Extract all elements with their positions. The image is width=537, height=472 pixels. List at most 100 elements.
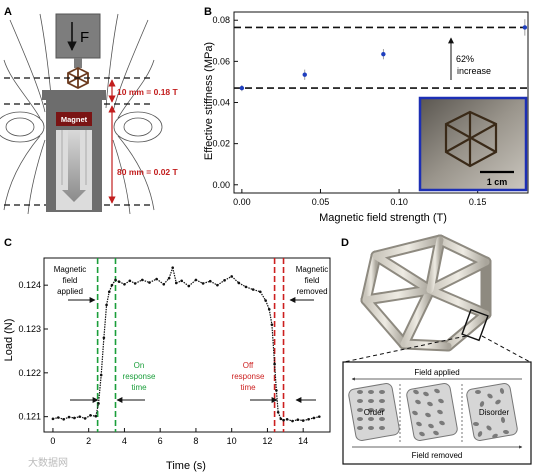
chart-b-point (381, 51, 386, 57)
chart-b-ytick-label: 0.02 (212, 139, 230, 149)
particle-dot (425, 412, 431, 418)
chart-c-segment (195, 279, 204, 284)
particle-dot (477, 431, 483, 437)
chart-c-segment (168, 267, 174, 279)
particle-dot (379, 417, 385, 421)
chart-b-ytick-label: 0.06 (212, 56, 230, 66)
chart-c-segment (271, 324, 276, 365)
particle-dot (379, 399, 385, 403)
scale-bar-label: 1 cm (487, 177, 508, 187)
applied-annotation: Magnetic field applied (54, 265, 96, 303)
particle-dot (357, 426, 363, 430)
particle-dot (368, 390, 374, 394)
chart-c-segment (79, 416, 86, 419)
applied-line-1: Magnetic (54, 265, 86, 274)
particle-dots (357, 388, 509, 439)
particle-dot (357, 408, 363, 412)
chart-c-segment (129, 280, 136, 284)
chart-b-xtick-label: 0.00 (233, 197, 251, 207)
particle-dot (428, 423, 434, 429)
particle-dot (415, 399, 421, 405)
chart-c-segment (259, 291, 267, 301)
panel-c: C Load (N) Time (s) 0 2 4 6 8 10 12 14 0.121 0.12… (3, 237, 331, 472)
chart-b-xtick-label: 0.10 (390, 197, 408, 207)
actuator-stem (74, 58, 82, 68)
chart-c-segment (134, 279, 143, 284)
increase-word: increase (457, 66, 491, 76)
chart-c-segment (308, 417, 315, 420)
chart-c-segment (181, 280, 190, 287)
chart-c-segment (100, 337, 105, 376)
on-response-annotation: On response time (70, 361, 156, 403)
chart-c-segment (172, 267, 177, 284)
chart-c-ytick-label: 0.124 (18, 280, 41, 290)
chart-b-xtick-label: 0.15 (469, 197, 487, 207)
cylinder-disorder-icon (466, 383, 518, 441)
chart-c-segment (313, 416, 320, 419)
particle-dot (379, 408, 385, 412)
particle-dot (357, 390, 363, 394)
magnet-label: Magnet (61, 115, 88, 124)
particle-dot (486, 425, 492, 431)
order-label: Order (364, 408, 385, 417)
chart-c-xtick-label: 0 (50, 436, 55, 446)
panel-c-letter: C (4, 237, 12, 249)
particle-dot (357, 399, 363, 403)
panel-d-letter: D (341, 237, 349, 249)
particle-dot (492, 433, 498, 439)
particle-dot (416, 421, 422, 427)
particle-dot (473, 421, 479, 427)
chart-c-segment (95, 403, 100, 417)
field-applied-label: Field applied (414, 368, 459, 377)
dist-near-label: 10 mm = 0.18 T (117, 87, 179, 97)
particle-dot (500, 417, 506, 423)
chart-c-segment (297, 419, 304, 422)
particle-dot (412, 410, 418, 416)
chart-c-segment (97, 374, 102, 404)
chart-c-ytick-label: 0.122 (18, 368, 41, 378)
chart-b-ticks: 0.00 0.05 0.10 0.15 0.00 0.02 0.04 0.06 0.08 (212, 15, 486, 207)
particle-dot (479, 401, 485, 407)
panel-d: D (341, 234, 532, 465)
photo-lattice-icon (444, 110, 498, 168)
off-line-3: time (240, 383, 256, 392)
particle-dot (419, 431, 425, 437)
chart-c-segment (286, 418, 293, 422)
particle-dot (475, 390, 481, 394)
particle-dot (368, 408, 374, 412)
particle-dot (413, 389, 419, 395)
chart-c-segment (238, 282, 247, 288)
particle-dot (437, 409, 443, 415)
removed-line-2: field (305, 276, 320, 285)
particle-dot (357, 417, 363, 421)
chart-c-xtick-label: 2 (86, 436, 91, 446)
off-response-annotation: Off response time (232, 361, 316, 403)
chart-c-xtick-label: 12 (262, 436, 272, 446)
removed-line-1: Magnetic (296, 265, 328, 274)
field-decay-arrow-icon (61, 130, 87, 202)
chart-c-segment (90, 414, 96, 417)
chart-b-xlabel: Magnetic field strength (T) (319, 212, 447, 224)
chart-c-xtick-label: 14 (298, 436, 308, 446)
chart-b-xtick-label: 0.05 (312, 197, 330, 207)
panel-b: B Effective stiffness (MPa) Magnetic fie… (203, 6, 529, 224)
chart-c-segment (280, 418, 284, 421)
chart-c-segment (217, 279, 225, 286)
field-removed-label: Field removed (412, 451, 463, 460)
zoom-box (461, 308, 489, 342)
chart-c-segment (277, 412, 282, 420)
cylinder-mixed-icon (406, 383, 458, 441)
chart-b-ytick-label: 0.00 (212, 180, 230, 190)
chart-c-segment (209, 280, 218, 286)
chart-c-segment (156, 278, 165, 285)
chart-c-xtick-label: 8 (193, 436, 198, 446)
particle-dot (487, 393, 493, 399)
particle-dot (434, 388, 440, 394)
chart-c-segment (68, 416, 75, 419)
chart-c-segment (245, 286, 254, 291)
particle-dot (438, 398, 444, 404)
applied-line-2: field (63, 276, 78, 285)
chart-c-segment (252, 288, 261, 293)
chart-c-segment (275, 390, 279, 413)
